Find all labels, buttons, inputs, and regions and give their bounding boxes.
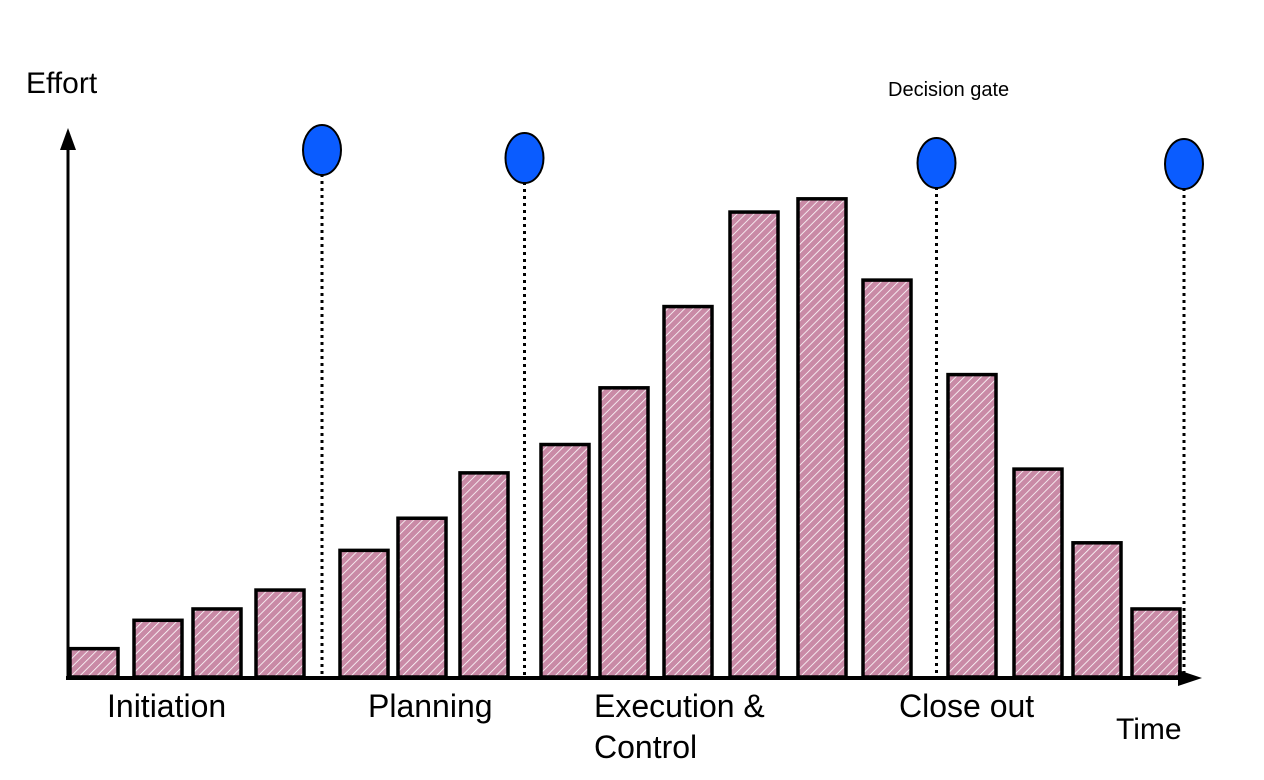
bar-14 [946,372,998,679]
bar-5 [338,548,390,679]
bar-4 [254,588,306,679]
bar-7 [458,471,510,679]
bar-1 [68,646,120,679]
bar-16 [1071,541,1123,679]
bar-2 [132,618,184,679]
gate-dot-2 [504,132,545,184]
bars [68,197,1182,679]
decision-gate-note: Decision gate [888,79,1009,101]
bar-12 [796,197,848,679]
bar-11 [728,210,780,679]
phase-label-initiation: Initiation [107,688,226,724]
y-axis-arrow-icon [60,128,76,150]
bar-6 [396,516,448,679]
gate-dot-1 [302,124,342,176]
bar-3 [191,607,243,679]
bar-9 [598,386,650,679]
gate-dot-4 [1164,138,1204,190]
bar-15 [1012,467,1064,679]
y-axis-label: Effort [26,67,98,100]
bar-8 [539,442,591,679]
bar-13 [861,278,913,679]
phase-label-close-out: Close out [899,688,1034,724]
x-axis-label: Time [1116,713,1182,746]
decision-gates [302,124,1204,677]
bar-17 [1130,607,1182,679]
phase-label-planning: Planning [368,688,493,724]
phase-label-execution-control: Execution & Control [594,688,765,765]
gate-dot-3 [916,137,957,189]
x-axis-arrow-icon [1178,670,1202,686]
bar-10 [662,304,714,679]
